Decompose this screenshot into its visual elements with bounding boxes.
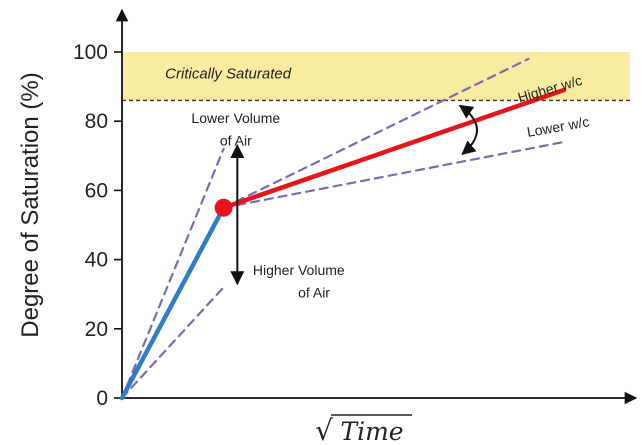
- y-ticks: 0 20 40 60 80 100: [73, 41, 122, 410]
- y-axis-label: Degree of Saturation (%): [17, 72, 44, 337]
- series-layer: [119, 57, 567, 401]
- series-line-0: [119, 205, 226, 401]
- series-line-1: [221, 87, 567, 210]
- x-axis-label-group: √ Time: [315, 414, 412, 445]
- annotation-lower-volume-line2: of Air: [220, 132, 252, 148]
- annotation-higher-volume-line2: of Air: [298, 285, 330, 301]
- annotation-lower-volume-line1: Lower Volume: [191, 110, 280, 126]
- y-tick-label: 40: [85, 249, 108, 272]
- annotation-higher-volume-line1: Higher Volume: [253, 262, 345, 278]
- y-tick-label: 60: [85, 179, 108, 202]
- y-tick-label: 0: [96, 387, 108, 410]
- wc-curved-arrow: [458, 104, 478, 155]
- x-axis-label-sqrt: √: [315, 414, 333, 445]
- x-axis-label: Time: [340, 417, 403, 445]
- guide-line-5: [222, 140, 566, 209]
- critical-point-marker: [214, 198, 233, 217]
- y-tick-label: 100: [73, 41, 108, 64]
- annotation-lower-wc: Lower w/c: [526, 113, 591, 140]
- guide-line-2: [120, 147, 225, 400]
- critically-saturated-band: [122, 52, 630, 101]
- y-tick-label: 80: [85, 110, 108, 133]
- band-label: Critically Saturated: [165, 66, 292, 83]
- y-tick-label: 20: [85, 318, 108, 341]
- guide-line-3: [120, 286, 225, 400]
- guide-line-4: [222, 57, 530, 209]
